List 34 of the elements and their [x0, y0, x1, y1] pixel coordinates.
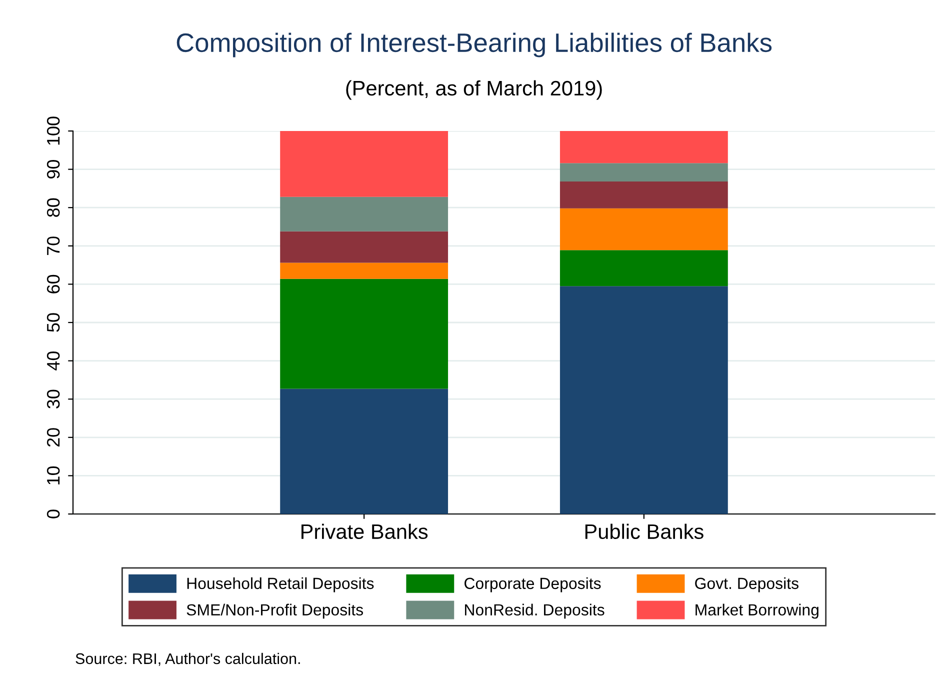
bar: [280, 388, 448, 514]
bar: [280, 196, 448, 232]
bar: [280, 262, 448, 279]
x-tick-label: Public Banks: [585, 524, 704, 540]
bar: [280, 131, 448, 197]
y-tick-label: 0: [46, 510, 60, 518]
chart-title: Composition of Interest-Bearing Liabilities of Banks: [176, 32, 772, 58]
legend-label: NonResid. Deposits: [465, 604, 604, 619]
legend-label: Govt. Deposits: [695, 577, 798, 592]
bar: [560, 286, 728, 514]
y-tick-label: 70: [46, 236, 60, 256]
chart-subtitle: (Percent, as of March 2019): [346, 80, 602, 100]
y-tick-label: 10: [46, 466, 60, 484]
bar: [560, 250, 728, 286]
legend-label: Market Borrowing: [696, 604, 818, 619]
bar: [560, 182, 728, 208]
y-tick-label: 30: [46, 390, 60, 408]
legend-label: Corporate Deposits: [464, 577, 601, 592]
y-tick-label: 20: [46, 428, 60, 447]
bar: [560, 208, 728, 250]
y-tick-label: 90: [46, 160, 60, 178]
source-note: Source: RBI, Author's calculation.: [76, 652, 300, 666]
bar: [560, 131, 728, 164]
x-tick-label: Private Banks: [302, 524, 428, 540]
y-tick-label: 40: [46, 351, 60, 370]
y-tick-label: 50: [46, 313, 60, 332]
bar: [280, 278, 448, 389]
y-tick-label: 60: [46, 274, 60, 294]
bar: [280, 231, 448, 263]
legend-label: SME/Non-Profit Deposits: [186, 604, 364, 619]
legend-label: Household Retail Deposits: [187, 577, 374, 592]
y-tick-label: 100: [46, 116, 60, 145]
bar: [560, 163, 728, 182]
y-tick-label: 80: [46, 198, 60, 217]
